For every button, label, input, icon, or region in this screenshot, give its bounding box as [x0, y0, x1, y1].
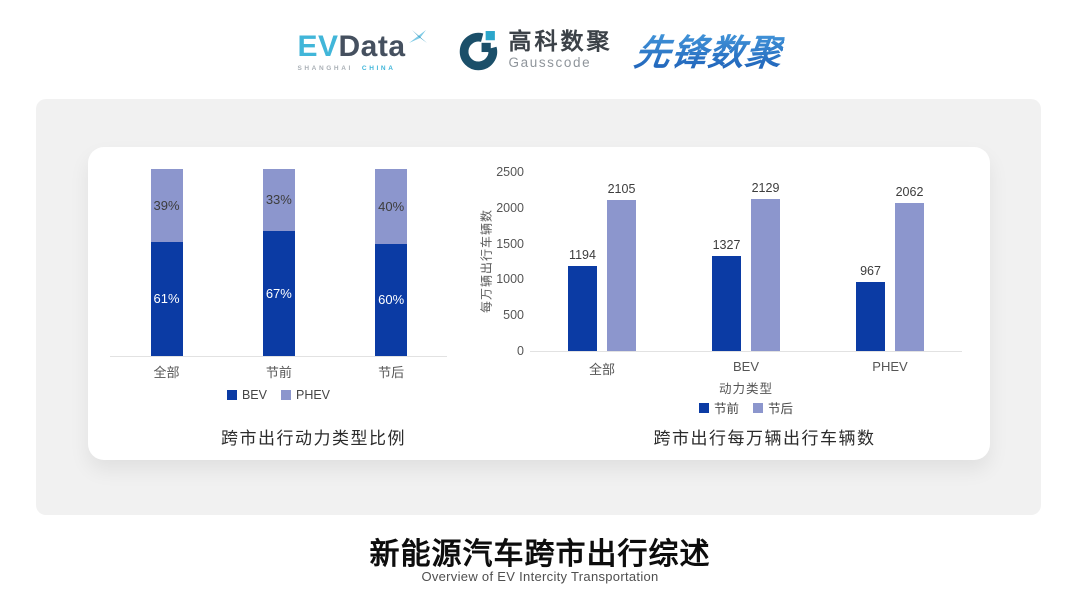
bar-group: 967 2062: [818, 172, 962, 351]
bar-segment-bev: 60%: [375, 243, 408, 356]
bar-before-holiday: [856, 281, 885, 351]
evdata-sub-shanghai: SHANGHAI: [297, 65, 353, 72]
grouped-chart-x-axis-label: 动力类型: [718, 382, 773, 396]
bar-column: 967: [856, 172, 885, 351]
category-label: 节后: [378, 365, 405, 380]
bar-column: 2062: [895, 172, 924, 351]
bar-before-holiday: [568, 265, 597, 351]
chart-card: 39% 61% 33% 67% 40% 60% 全部 节前 节后 BEV PHEV 跨市出行动力…: [88, 147, 990, 460]
bar-value-label: 1194: [569, 247, 596, 262]
bar-column: 2129: [751, 172, 780, 351]
bar-column: 2105: [607, 172, 636, 351]
evdata-subtext: SHANGHAI CHINA: [297, 65, 428, 72]
bar-value-label: 2062: [895, 185, 924, 200]
bar-percent-label: 61%: [153, 291, 180, 307]
gausscode-name-en: Gausscode: [508, 55, 592, 71]
legend-swatch: [226, 390, 237, 400]
bar-segment-phev: 33%: [262, 169, 295, 231]
bar-value-label: 2105: [607, 182, 636, 197]
bar-column: 1327: [712, 172, 741, 351]
g-ring-icon: [459, 30, 497, 70]
header-logos: EV Data SHANGHAI CHINA 高科数聚 Gausscode 先锋…: [0, 18, 1080, 82]
stacked-bar-slot: 39% 61%: [110, 169, 223, 356]
pioneer-logo: 先锋数聚: [631, 24, 786, 76]
grouped-chart-title: 跨市出行每万辆出行车辆数: [653, 429, 876, 448]
legend-swatch: [753, 402, 763, 413]
bar-percent-label: 67%: [265, 285, 292, 301]
category-label: 全部: [153, 365, 180, 380]
stacked-chart-legend: BEV PHEV: [110, 388, 447, 402]
y-tick-label: 0: [517, 344, 524, 358]
page-title: 新能源汽车跨市出行综述: [369, 538, 711, 571]
category-label: BEV: [732, 359, 759, 374]
bar-group: 1327 2129: [674, 172, 818, 351]
bar-percent-label: 60%: [378, 292, 405, 308]
bar-group: 1194 2105: [530, 172, 674, 351]
legend-label: 节后: [768, 402, 794, 416]
bar-before-holiday: [712, 256, 741, 351]
bar-percent-label: 33%: [265, 192, 292, 208]
bar-segment-phev: 40%: [375, 169, 408, 244]
stacked-chart-plot: 39% 61% 33% 67% 40% 60%: [110, 169, 447, 357]
y-tick-label: 500: [503, 308, 524, 323]
grouped-chart-plot: 1194 2105 1327 2129 967 2062: [530, 172, 962, 352]
evdata-wordmark: EV Data: [297, 28, 428, 62]
grouped-chart-category-axis: 全部 BEV PHEV: [530, 359, 962, 377]
stacked-bar: 33% 67%: [262, 169, 295, 356]
y-tick-label: 2000: [496, 200, 524, 215]
bar-segment-phev: 39%: [150, 169, 183, 242]
category-label: PHEV: [872, 359, 908, 374]
category-label: 全部: [588, 362, 615, 377]
evdata-logo: EV Data SHANGHAI CHINA: [297, 28, 428, 72]
bar-value-label: 1327: [712, 238, 741, 252]
page-subtitle: Overview of EV Intercity Transportation: [421, 569, 659, 584]
legend-swatch: [280, 390, 291, 400]
legend-label: BEV: [241, 388, 267, 402]
gausscode-logo: 高科数聚 Gausscode: [459, 30, 613, 71]
gausscode-wordmark: 高科数聚 Gausscode: [509, 30, 613, 70]
legend-label: 节前: [713, 402, 739, 416]
stacked-chart-title: 跨市出行动力类型比例: [221, 429, 406, 448]
legend-item: PHEV: [280, 388, 331, 402]
bar-segment-bev: 67%: [262, 230, 295, 356]
y-tick-label: 1500: [496, 236, 524, 251]
legend-item: 节后: [753, 398, 793, 417]
category-label: 节前: [265, 365, 292, 380]
legend-swatch: [698, 402, 709, 413]
stacked-bar: 40% 60%: [375, 169, 408, 356]
bar-percent-label: 39%: [153, 197, 180, 213]
legend-item: BEV: [226, 388, 267, 402]
stacked-bar-slot: 40% 60%: [335, 169, 448, 356]
evdata-sub-china: CHINA: [361, 65, 396, 72]
legend-label: PHEV: [295, 388, 331, 402]
x-star-icon: [408, 30, 427, 43]
bar-after-holiday: [751, 198, 780, 351]
bar-value-label: 967: [860, 263, 881, 278]
y-tick-label: 2500: [496, 165, 524, 179]
bar-column: 1194: [568, 172, 597, 351]
gausscode-name-cn: 高科数聚: [508, 28, 613, 55]
stacked-bar: 39% 61%: [150, 169, 183, 356]
evdata-data-text: Data: [338, 30, 406, 63]
bar-percent-label: 40%: [378, 198, 405, 214]
bar-after-holiday: [895, 203, 924, 351]
stacked-chart-category-axis: 全部 节前 节后: [110, 362, 447, 380]
stacked-bar-slot: 33% 67%: [222, 169, 335, 356]
bar-after-holiday: [607, 200, 636, 351]
grouped-chart-legend: 节前 节后: [530, 398, 962, 417]
grouped-chart-y-ticks: 0 500 1000 1500 2000 2500: [486, 165, 524, 358]
bar-value-label: 2129: [751, 180, 780, 195]
y-tick-label: 1000: [496, 272, 524, 287]
evdata-ev-text: EV: [297, 30, 339, 63]
legend-item: 节前: [698, 398, 739, 417]
bar-segment-bev: 61%: [150, 241, 183, 356]
gray-panel: 39% 61% 33% 67% 40% 60% 全部 节前 节后 BEV PHEV 跨市出行动力…: [36, 99, 1041, 515]
